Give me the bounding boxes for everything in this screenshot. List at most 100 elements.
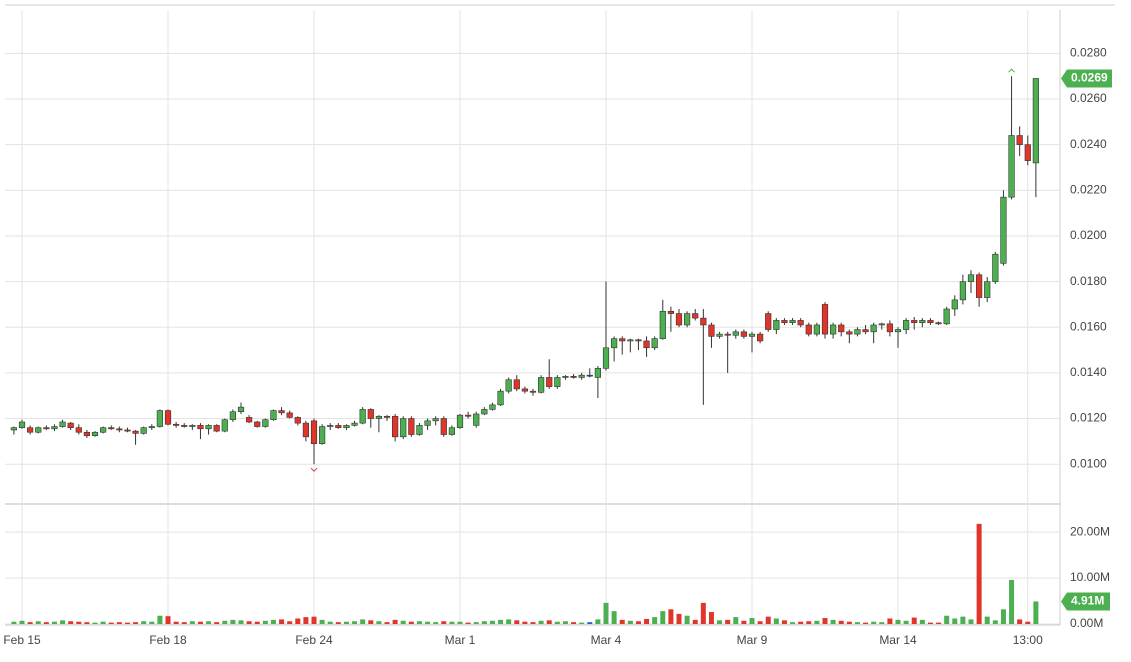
- candle-body: [351, 422, 358, 426]
- volume-bar: [116, 622, 122, 624]
- volume-bar: [222, 620, 228, 624]
- volume-bar: [668, 609, 674, 624]
- candle-body: [959, 281, 966, 301]
- candle-body: [237, 406, 245, 413]
- candle-body: [83, 431, 90, 436]
- volume-bar: [619, 619, 625, 624]
- candle-body: [927, 320, 934, 323]
- candle-body: [878, 323, 885, 326]
- candle-body: [862, 329, 869, 333]
- candle-body: [164, 410, 172, 425]
- candle-body: [830, 324, 837, 335]
- volume-bar: [911, 617, 917, 624]
- volume-bar: [68, 621, 74, 624]
- volume-bar: [108, 622, 114, 624]
- y-tick-label: 0.0260: [1070, 91, 1107, 105]
- candle-body: [35, 427, 42, 433]
- candle-body: [976, 274, 983, 298]
- volume-bar: [246, 621, 252, 624]
- volume-bar: [141, 621, 147, 624]
- candle-body: [213, 425, 220, 432]
- volume-bar: [254, 621, 260, 624]
- candle-body: [635, 339, 642, 342]
- candle-body: [497, 390, 504, 406]
- candle-body: [1032, 78, 1039, 164]
- volume-bar: [60, 620, 66, 624]
- candle-body: [894, 329, 902, 333]
- candle-body: [1016, 135, 1023, 145]
- volume-bar: [165, 616, 171, 624]
- candle-body: [59, 421, 66, 427]
- candle-body: [124, 429, 131, 432]
- volume-bar: [384, 622, 390, 624]
- volume-bar: [522, 621, 528, 624]
- candle-body: [667, 310, 674, 314]
- y-tick-label: 0.0120: [1070, 411, 1107, 425]
- candle-body: [100, 427, 107, 433]
- volume-bar: [408, 621, 414, 624]
- candle-body: [246, 417, 253, 423]
- axis-labels: 0.0100 0.0120 0.0140 0.0160 0.0180 0.0200 0.02…: [3, 46, 1112, 647]
- volume-bar: [863, 622, 869, 624]
- candle-body: [440, 418, 447, 435]
- volume-bar: [238, 620, 244, 624]
- volume-bar: [546, 620, 552, 624]
- candle-body: [951, 299, 958, 310]
- candle-body: [132, 430, 139, 434]
- volume-bar: [676, 613, 682, 624]
- candle-body: [992, 253, 999, 282]
- candle-body: [359, 409, 366, 424]
- candle-body: [108, 427, 115, 430]
- volume-bar: [757, 621, 763, 624]
- candle-body: [432, 418, 439, 422]
- volume-bar: [992, 620, 998, 624]
- candle-body: [140, 427, 147, 434]
- volume-bar: [952, 618, 958, 624]
- candle-body: [805, 324, 812, 335]
- volume-bar: [11, 621, 17, 624]
- candle-body: [408, 418, 415, 435]
- volume-bar: [790, 622, 796, 624]
- candle-body: [254, 421, 261, 427]
- candle-body: [611, 338, 618, 349]
- volume-bar: [311, 616, 317, 624]
- candle-body: [854, 329, 861, 335]
- candle-body: [278, 410, 285, 414]
- candle-body: [513, 379, 520, 390]
- volume-bar: [400, 620, 406, 624]
- candle-body: [846, 331, 853, 335]
- candle-body: [967, 274, 975, 282]
- volume-tick-label: 0.00M: [1070, 616, 1103, 630]
- volume-bar: [968, 619, 974, 624]
- candle-body: [1024, 144, 1031, 161]
- candle-body: [903, 320, 910, 330]
- volume-bar: [352, 621, 358, 624]
- candle-body: [773, 320, 780, 330]
- candle-body: [148, 426, 155, 428]
- volume-bar: [692, 619, 698, 624]
- volume-bar: [822, 618, 828, 624]
- grid: [5, 10, 1060, 625]
- candle-body: [392, 415, 399, 438]
- volume-bar: [189, 621, 195, 624]
- volume-bar: [92, 622, 98, 624]
- volume-bar: [506, 619, 512, 624]
- volume-bar: [635, 621, 641, 624]
- candle-body: [886, 323, 893, 333]
- candle-body: [659, 310, 666, 339]
- volume-bar: [441, 621, 447, 624]
- volume-bar: [19, 620, 25, 624]
- volume-bar: [1025, 621, 1031, 624]
- candle-body: [375, 415, 382, 419]
- volume-bar: [35, 621, 41, 624]
- y-tick-label: 0.0240: [1070, 137, 1107, 151]
- volume-bar: [741, 620, 747, 624]
- candle-body: [116, 428, 123, 431]
- volume-panel: [11, 523, 1039, 624]
- candle-body: [594, 368, 601, 378]
- volume-bar: [830, 619, 836, 624]
- candle-body: [448, 427, 455, 435]
- candle-body: [732, 331, 739, 336]
- volume-bar: [595, 619, 601, 624]
- candle-body: [75, 427, 82, 433]
